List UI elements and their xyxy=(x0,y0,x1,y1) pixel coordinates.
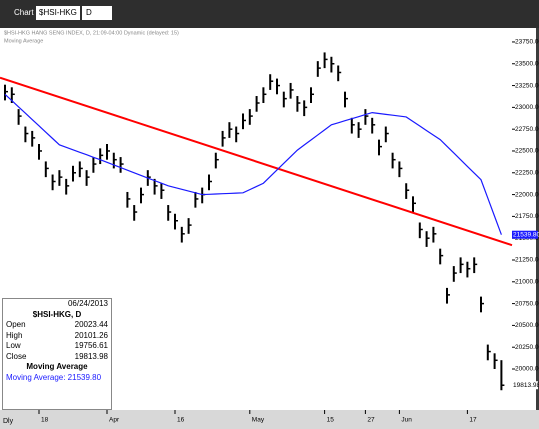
x-tick-label: 18 xyxy=(41,417,49,424)
last-value-label: 21539.80 xyxy=(513,231,539,238)
x-tick-label: May xyxy=(252,417,265,424)
chart-title: $HSI-HKG HANG SENG INDEX, D, 21:09-04:00… xyxy=(4,30,179,36)
info-date: 06/24/2013 xyxy=(67,299,108,308)
trendline xyxy=(0,76,513,247)
moving-average-line xyxy=(4,93,502,235)
x-tick-label: 17 xyxy=(469,417,477,424)
last-value-box xyxy=(512,381,538,390)
y-tick-label: 20500.00 xyxy=(515,322,539,329)
y-tick-label: 20750.00 xyxy=(515,300,539,307)
window-title: Chart xyxy=(14,8,34,17)
y-tick-label: 21000.00 xyxy=(515,279,539,286)
x-tick-label: Jun xyxy=(401,417,412,424)
info-label: Close xyxy=(6,351,27,361)
info-label: High xyxy=(6,330,23,340)
info-study-line: Moving Average: 21539.80 xyxy=(6,372,102,382)
y-tick-label: 23500.00 xyxy=(515,60,539,67)
info-rows: Open 20023.44 High 20101.26 Low 19756.61 Close… xyxy=(3,320,111,362)
y-tick-label: 23250.00 xyxy=(515,82,539,89)
x-tick-label: 15 xyxy=(327,417,335,424)
last-value-box xyxy=(512,230,538,239)
info-row: Low 19756.61 xyxy=(3,341,111,352)
symbol-text: $HSI-HKG xyxy=(39,8,77,17)
y-axis-area xyxy=(512,28,536,410)
interval-text: D xyxy=(86,8,92,17)
y-tick-label: 22500.00 xyxy=(515,148,539,155)
info-row: 06/24/2013 xyxy=(3,299,111,310)
info-value: 19756.61 xyxy=(74,341,108,350)
y-tick-label: 22750.00 xyxy=(515,126,539,133)
info-row: Close 19813.98 xyxy=(3,352,111,363)
interval-input[interactable] xyxy=(82,6,112,20)
info-row: High 20101.26 xyxy=(3,331,111,342)
y-tick-label: 20250.00 xyxy=(515,344,539,351)
x-tick-label: 16 xyxy=(177,417,185,424)
x-tick-label: 27 xyxy=(367,417,375,424)
chart-subtitle: Moving Average xyxy=(4,38,43,44)
y-tick-label: 21250.00 xyxy=(515,257,539,264)
info-value: 20023.44 xyxy=(74,320,108,329)
toolbar xyxy=(0,0,539,28)
y-tick-label: 20000.00 xyxy=(515,366,539,373)
info-panel: 06/24/2013 $HSI-HKG, D Open 20023.44 High 2… xyxy=(2,298,112,410)
info-row: Open 20023.44 xyxy=(3,320,111,331)
info-study: Moving Average xyxy=(26,362,88,371)
symbol-input[interactable] xyxy=(36,6,80,20)
info-symbol: $HSI-HKG, D xyxy=(32,309,82,319)
y-tick-label: 23000.00 xyxy=(515,104,539,111)
info-value: 20101.26 xyxy=(74,330,108,340)
info-value: 19813.98 xyxy=(74,351,108,361)
info-label: Low xyxy=(6,341,21,350)
y-tick-label: 21750.00 xyxy=(515,213,539,220)
y-tick-label: 22250.00 xyxy=(515,169,539,176)
y-tick-label: 23750.00 xyxy=(515,39,539,46)
x-axis-area xyxy=(0,410,539,429)
info-label: Open xyxy=(6,320,26,329)
last-value-label: 19813.98 xyxy=(513,382,539,389)
status-text: Dly xyxy=(3,418,14,425)
x-tick-label: Apr xyxy=(109,417,120,424)
y-tick-label: 22000.00 xyxy=(515,191,539,198)
